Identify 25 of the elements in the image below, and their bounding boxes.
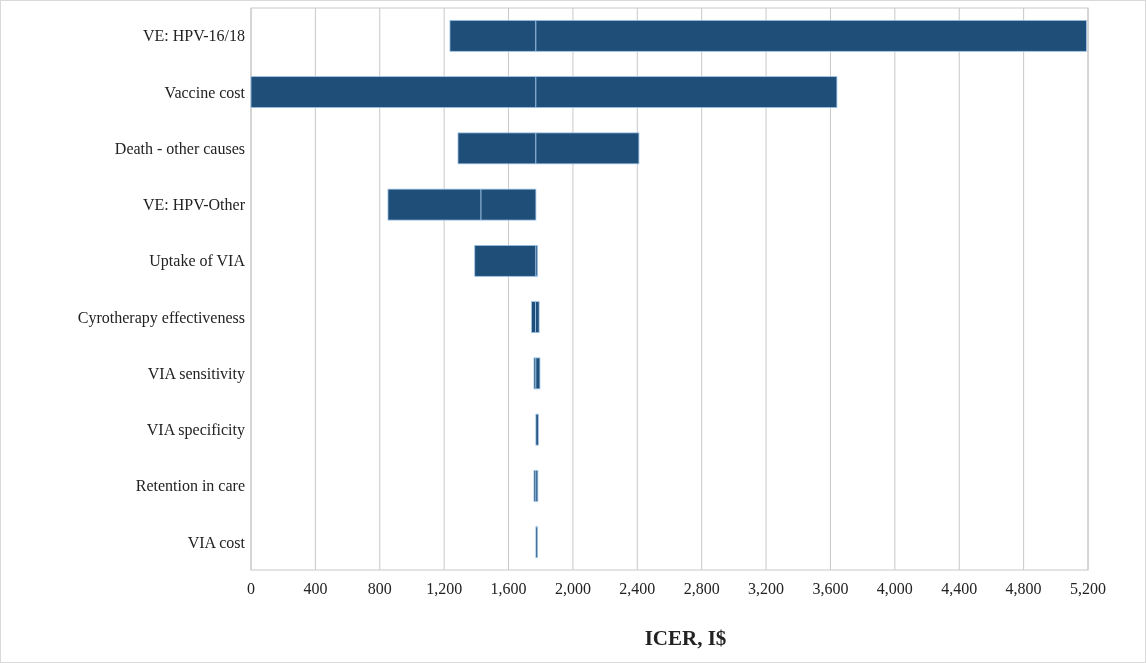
- y-tick-label: Retention in care: [135, 477, 245, 495]
- y-tick-label: Vaccine cost: [164, 83, 246, 101]
- y-tick-label: Uptake of VIA: [149, 252, 246, 271]
- x-tick-label: 1,200: [426, 580, 463, 597]
- x-tick-label: 3,600: [812, 580, 849, 597]
- x-tick-label: 1,600: [490, 580, 527, 597]
- x-tick-label: 4,800: [1005, 580, 1042, 597]
- x-tick-label: 400: [303, 580, 328, 597]
- x-tick-label: 0: [247, 580, 255, 597]
- y-tick-label: VE: HPV-16/18: [142, 27, 245, 45]
- y-tick-label: Cyrotherapy effectiveness: [77, 308, 245, 327]
- y-tick-label: VIA sensitivity: [147, 364, 245, 383]
- y-tick-label: VIA specificity: [146, 421, 245, 440]
- x-tick-label: 4,400: [941, 580, 978, 597]
- x-tick-label: 3,200: [748, 580, 785, 597]
- y-tick-label: VIA cost: [187, 533, 246, 551]
- x-axis-title: ICER, I$: [644, 626, 727, 650]
- y-tick-label: VE: HPV-Other: [142, 196, 246, 214]
- x-tick-label: 2,000: [554, 580, 591, 597]
- x-tick-label: 4,000: [876, 580, 913, 597]
- x-tick-label: 800: [367, 580, 392, 597]
- x-tick-label: 2,800: [683, 580, 720, 597]
- x-tick-label: 5,200: [1070, 580, 1106, 597]
- y-tick-label: Death - other causes: [114, 139, 245, 157]
- x-tick-label: 2,400: [619, 580, 656, 597]
